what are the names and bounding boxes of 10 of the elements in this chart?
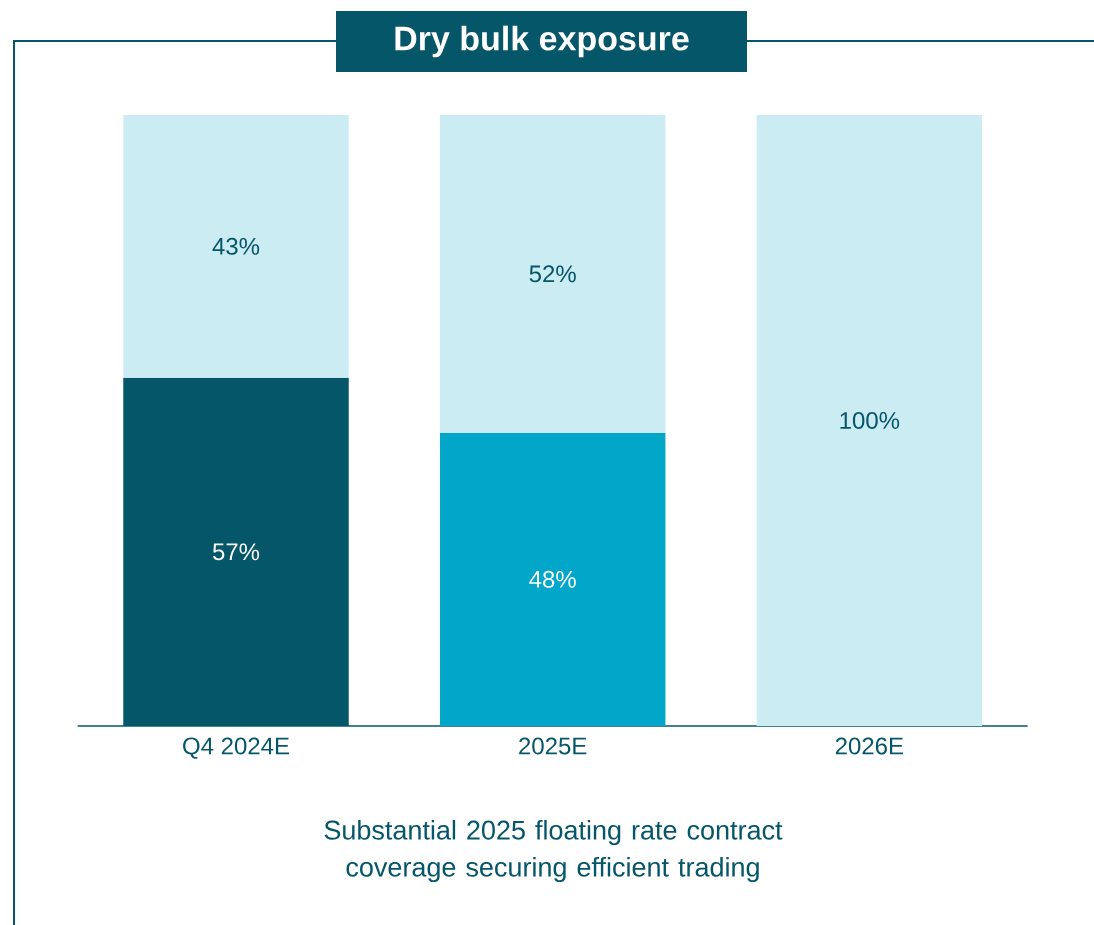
data-label: 57% (212, 543, 260, 561)
x-tick-label: 2026E (835, 737, 903, 755)
data-label: 48% (529, 570, 576, 588)
x-tick-label: 2025E (519, 737, 587, 755)
text: Substantial 2025 floating rate contract coverage securing efficient trading (324, 819, 783, 883)
data-label: 100% (840, 412, 900, 429)
data-label: 52% (529, 265, 576, 283)
x-tick-label: Q4 2024E (183, 737, 289, 759)
data-label: 43% (212, 237, 260, 255)
chart-title: Dry bulk exposure (395, 25, 689, 58)
